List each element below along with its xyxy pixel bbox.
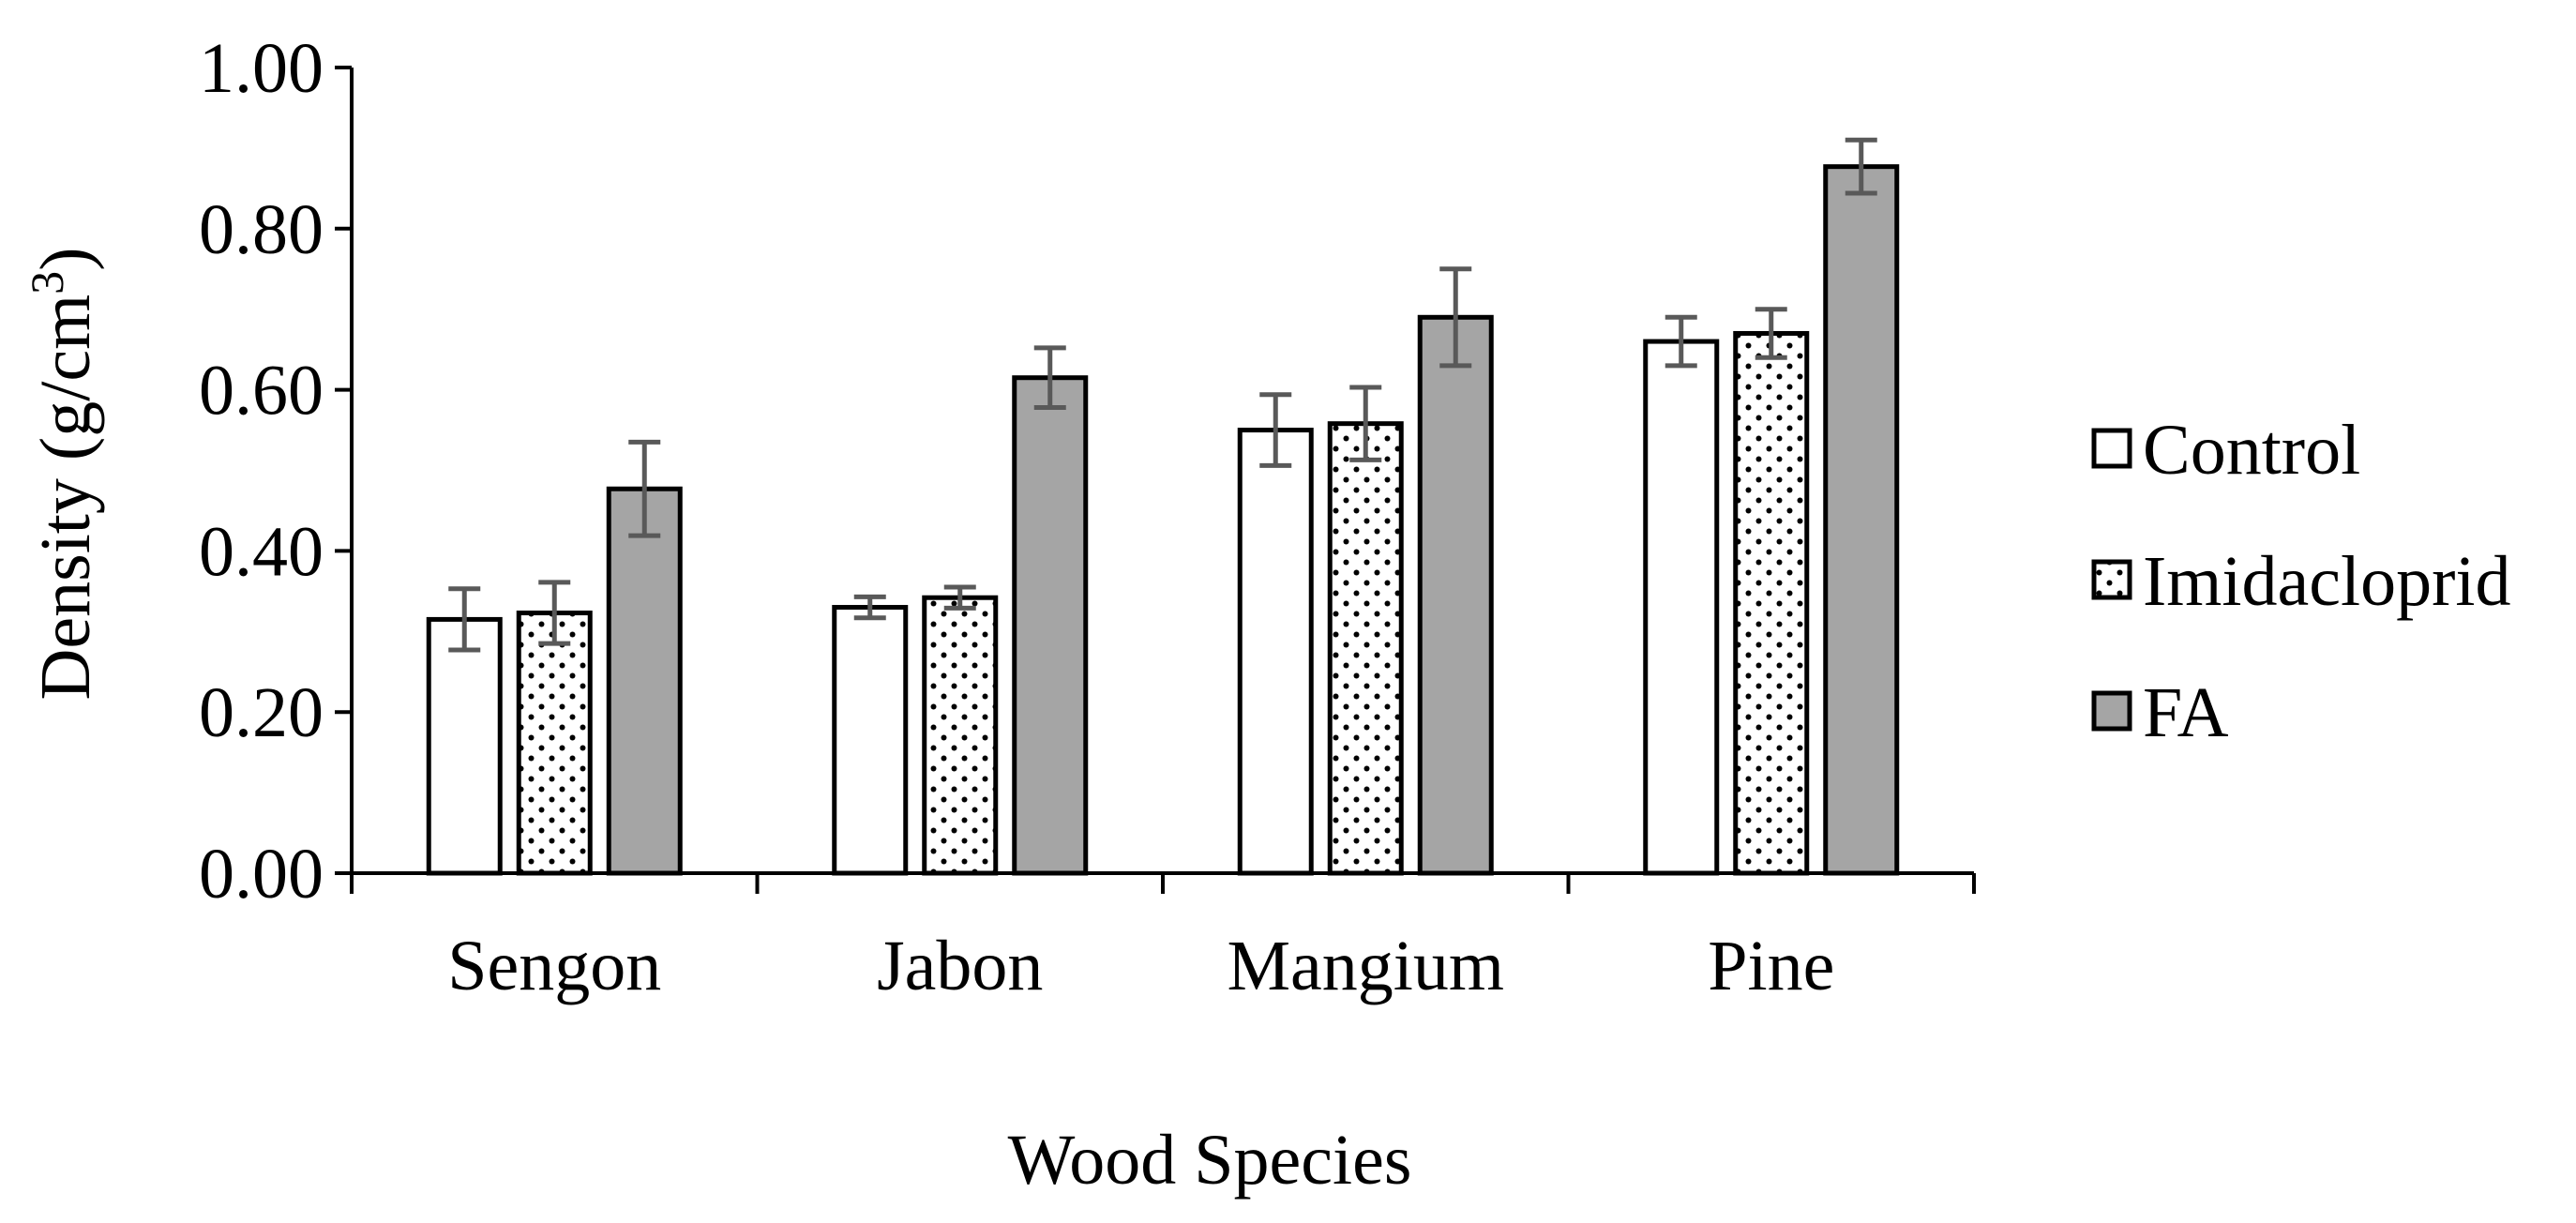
y-tick-label: 0.20 <box>199 673 324 752</box>
error-bar-pine-control <box>1665 314 1697 369</box>
error-bar-mangium-control <box>1259 392 1292 468</box>
y-axis-title-superscript: 3 <box>21 271 73 294</box>
bar-mangium-imidacloprid <box>1327 421 1404 876</box>
x-ticks-layer <box>350 873 1976 894</box>
y-axis-title: Density (g/cm3) <box>21 247 105 700</box>
bars-layer <box>426 164 1900 876</box>
error-bar-jabon-control <box>853 594 886 621</box>
category-label-sengon: Sengon <box>447 927 661 1005</box>
y-tick-label: 1.00 <box>199 29 324 108</box>
category-label-mangium: Mangium <box>1227 927 1504 1005</box>
legend-swatch-control <box>2091 428 2132 469</box>
bar-jabon-imidacloprid <box>922 595 999 876</box>
y-axis-title-end: ) <box>26 247 105 270</box>
legend-label-control: Control <box>2143 411 2360 490</box>
bar-jabon-control <box>832 605 909 876</box>
error-bar-mangium-fa <box>1439 266 1472 369</box>
error-bar-sengon-imidacloprid <box>538 580 571 646</box>
legend-swatch-fa <box>2091 690 2132 732</box>
y-tick-label: 0.00 <box>199 835 324 913</box>
category-label-jabon: Jabon <box>877 927 1043 1005</box>
bar-sengon-imidacloprid <box>516 611 593 876</box>
error-bar-sengon-fa <box>628 439 661 538</box>
error-bar-pine-imidacloprid <box>1755 307 1787 360</box>
error-bar-jabon-imidacloprid <box>943 584 976 611</box>
y-tick-label: 0.80 <box>199 190 324 269</box>
category-labels-layer: Sengon Jabon Mangium Pine <box>447 927 1834 1005</box>
bar-pine-fa <box>1823 164 1900 876</box>
x-axis-title: Wood Species <box>1008 1121 1412 1200</box>
error-bar-jabon-fa <box>1033 345 1066 410</box>
error-bar-pine-fa <box>1845 137 1877 196</box>
category-label-pine: Pine <box>1708 927 1834 1005</box>
error-bar-sengon-control <box>448 586 481 653</box>
bar-sengon-control <box>426 616 503 876</box>
legend-label-imidacloprid: Imidacloprid <box>2143 542 2511 621</box>
legend: Control Imidacloprid FA <box>2091 411 2511 752</box>
y-tick-label: 0.60 <box>199 352 324 430</box>
error-bars-layer <box>448 137 1877 653</box>
y-ticks-layer: 0.00 0.20 0.40 0.60 0.80 1.00 <box>199 29 352 913</box>
bar-pine-imidacloprid <box>1733 330 1810 876</box>
bar-mangium-control <box>1237 428 1314 876</box>
bar-sengon-fa <box>606 486 683 876</box>
legend-swatch-imidacloprid <box>2091 559 2132 600</box>
bar-pine-control <box>1643 339 1720 876</box>
bar-mangium-fa <box>1417 314 1494 876</box>
y-tick-label: 0.40 <box>199 512 324 591</box>
bar-jabon-fa <box>1012 375 1089 876</box>
y-axis-title-main: Density (g/cm <box>26 294 105 701</box>
error-bar-mangium-imidacloprid <box>1349 385 1382 462</box>
legend-label-fa: FA <box>2143 673 2229 752</box>
